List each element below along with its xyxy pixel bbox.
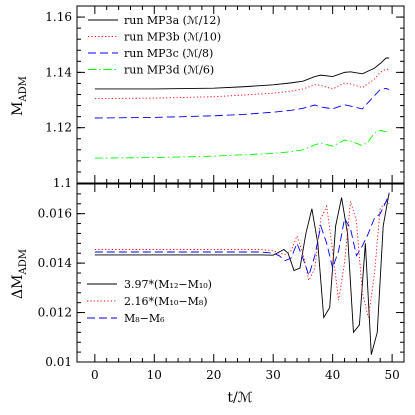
bottom-series-line-1 <box>94 192 390 355</box>
x-axis-label: t/ℳ <box>227 390 252 406</box>
top-legend-label: run MP3d (ℳ/6) <box>124 64 214 77</box>
y-tick-label: 0.014 <box>38 256 73 270</box>
top-panel-series <box>94 57 390 159</box>
y-tick-label: 1.16 <box>45 10 72 24</box>
top-legend-label: run MP3a (ℳ/12) <box>124 14 221 27</box>
top-series-line-4 <box>94 129 390 159</box>
x-tick-label: 0 <box>91 368 99 382</box>
top-series-line-3 <box>94 87 390 119</box>
bottom-panel-series <box>94 192 390 355</box>
x-tick-label: 20 <box>206 368 221 382</box>
top-panel: 1.1 1.12 1.14 1.16 run MP3a (ℳ/12) run MP3b … <box>10 5 405 190</box>
bottom-panel-legend: 3.97*(M₁₂−M₁₀) 2.16*(M₁₀−M₈) M₈−M₆ <box>87 278 212 325</box>
top-panel-legend: run MP3a (ℳ/12) run MP3b (ℳ/10) run MP3c (… <box>88 14 221 77</box>
bottom-legend-label: 3.97*(M₁₂−M₁₀) <box>124 278 212 291</box>
y-tick-label: 1.14 <box>45 65 72 79</box>
y-tick-label: 0.016 <box>38 207 72 221</box>
y-tick-label: 0.012 <box>38 306 72 320</box>
x-tick-label: 10 <box>147 368 162 382</box>
top-series-line-1 <box>94 57 390 90</box>
bottom-series-line-2 <box>94 200 390 318</box>
y-tick-label: 1.12 <box>45 121 72 135</box>
x-tick-label: 40 <box>325 368 340 382</box>
y-tick-label: 1.1 <box>53 176 72 190</box>
bottom-panel: 0 10 20 30 40 50 0.01 0.012 0.014 0.016 3.97*(M₁₂… <box>10 183 405 406</box>
top-panel-ticks: 1.1 1.12 1.14 1.16 <box>45 5 404 190</box>
bottom-legend-label: 2.16*(M₁₀−M₈) <box>124 295 208 308</box>
top-legend-label: run MP3b (ℳ/10) <box>124 31 221 44</box>
bottom-legend-label: M₈−M₆ <box>124 312 165 325</box>
bottom-panel-ticks: 0 10 20 30 40 50 0.01 0.012 0.014 0.016 <box>38 183 404 382</box>
x-tick-label: 50 <box>384 368 399 382</box>
x-tick-label: 30 <box>266 368 281 382</box>
y-tick-label: 0.01 <box>45 355 72 369</box>
bottom-series-line-3 <box>94 193 390 277</box>
top-legend-label: run MP3c (ℳ/8) <box>124 47 213 60</box>
